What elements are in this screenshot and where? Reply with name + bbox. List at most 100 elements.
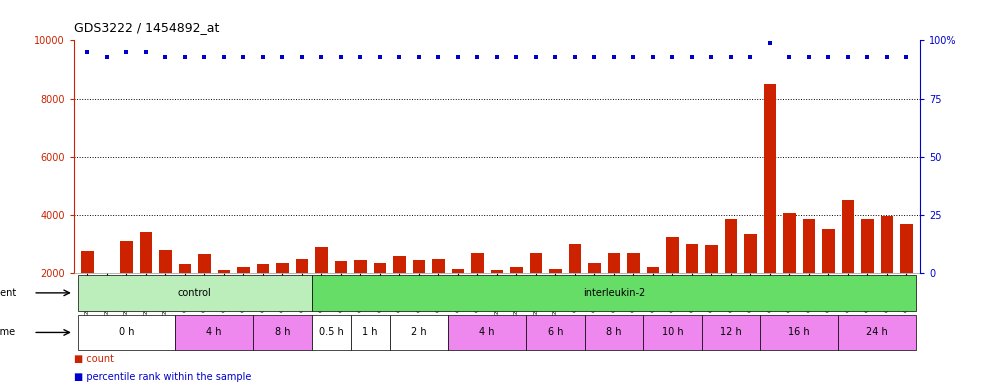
Point	[216, 53, 232, 60]
Bar	[646, 267, 659, 331]
Bar	[584, 314, 644, 350]
Text: 1 h: 1 h	[362, 328, 378, 338]
Point	[138, 49, 154, 55]
Bar	[529, 253, 542, 331]
Text: 0.5 h: 0.5 h	[319, 328, 343, 338]
Bar	[335, 262, 347, 331]
Point	[879, 53, 894, 60]
Bar	[120, 241, 133, 331]
Bar	[257, 264, 270, 331]
Point	[431, 53, 447, 60]
Point	[119, 49, 135, 55]
Text: 12 h: 12 h	[720, 328, 742, 338]
Bar	[666, 237, 679, 331]
Bar	[510, 267, 523, 331]
Bar	[644, 314, 702, 350]
Bar	[175, 314, 253, 350]
Bar	[295, 258, 308, 331]
Point	[606, 53, 622, 60]
Bar	[783, 214, 796, 331]
Text: control: control	[178, 288, 212, 298]
Bar	[607, 253, 620, 331]
Point	[567, 53, 583, 60]
Bar	[822, 230, 834, 331]
Point	[489, 53, 505, 60]
Bar	[140, 232, 153, 331]
Point	[352, 53, 368, 60]
Point	[704, 53, 719, 60]
Bar	[237, 267, 250, 331]
Bar	[491, 270, 503, 331]
Text: 10 h: 10 h	[661, 328, 683, 338]
Bar	[471, 253, 484, 331]
Bar	[549, 269, 562, 331]
Point	[372, 53, 388, 60]
Point	[723, 53, 739, 60]
Point	[781, 53, 797, 60]
Bar	[179, 264, 191, 331]
Text: ■ percentile rank within the sample: ■ percentile rank within the sample	[74, 372, 251, 382]
Bar	[277, 263, 288, 331]
Text: GDS3222 / 1454892_at: GDS3222 / 1454892_at	[74, 22, 219, 35]
Point	[684, 53, 700, 60]
Point	[235, 53, 251, 60]
Bar	[569, 244, 582, 331]
Bar	[374, 263, 387, 331]
Bar	[838, 314, 916, 350]
Point	[314, 53, 330, 60]
Bar	[390, 314, 448, 350]
Bar	[702, 314, 761, 350]
Point	[898, 53, 914, 60]
Bar	[198, 254, 211, 331]
Point	[275, 53, 290, 60]
Bar	[686, 244, 699, 331]
Text: time: time	[0, 328, 17, 338]
Bar	[448, 314, 526, 350]
Point	[859, 53, 875, 60]
Text: 16 h: 16 h	[788, 328, 810, 338]
Bar	[350, 314, 390, 350]
Bar	[744, 234, 757, 331]
Bar	[159, 250, 172, 331]
Point	[509, 53, 524, 60]
Text: 4 h: 4 h	[479, 328, 495, 338]
Bar	[78, 314, 175, 350]
Bar	[81, 251, 93, 331]
Point	[743, 53, 759, 60]
Point	[469, 53, 485, 60]
Bar	[312, 275, 916, 311]
Bar	[761, 314, 838, 350]
Text: 6 h: 6 h	[548, 328, 563, 338]
Point	[392, 53, 407, 60]
Text: 0 h: 0 h	[119, 328, 134, 338]
Bar	[217, 270, 230, 331]
Text: agent: agent	[0, 288, 17, 298]
Point	[840, 53, 856, 60]
Bar	[627, 253, 640, 331]
Text: interleukin-2: interleukin-2	[583, 288, 646, 298]
Point	[255, 53, 271, 60]
Point	[197, 53, 213, 60]
Point	[99, 53, 115, 60]
Bar	[724, 219, 737, 331]
Point	[157, 53, 173, 60]
Point	[547, 53, 563, 60]
Text: 2 h: 2 h	[411, 328, 427, 338]
Bar	[432, 258, 445, 331]
Bar	[841, 200, 854, 331]
Bar	[412, 260, 425, 331]
Bar	[526, 314, 584, 350]
Bar	[861, 219, 874, 331]
Text: 8 h: 8 h	[275, 328, 290, 338]
Bar	[253, 314, 312, 350]
Point	[762, 40, 777, 46]
Bar	[803, 219, 815, 331]
Bar	[706, 245, 717, 331]
Point	[450, 53, 465, 60]
Bar	[100, 276, 113, 331]
Bar	[393, 256, 405, 331]
Bar	[764, 84, 776, 331]
Point	[646, 53, 661, 60]
Point	[664, 53, 680, 60]
Text: 4 h: 4 h	[207, 328, 222, 338]
